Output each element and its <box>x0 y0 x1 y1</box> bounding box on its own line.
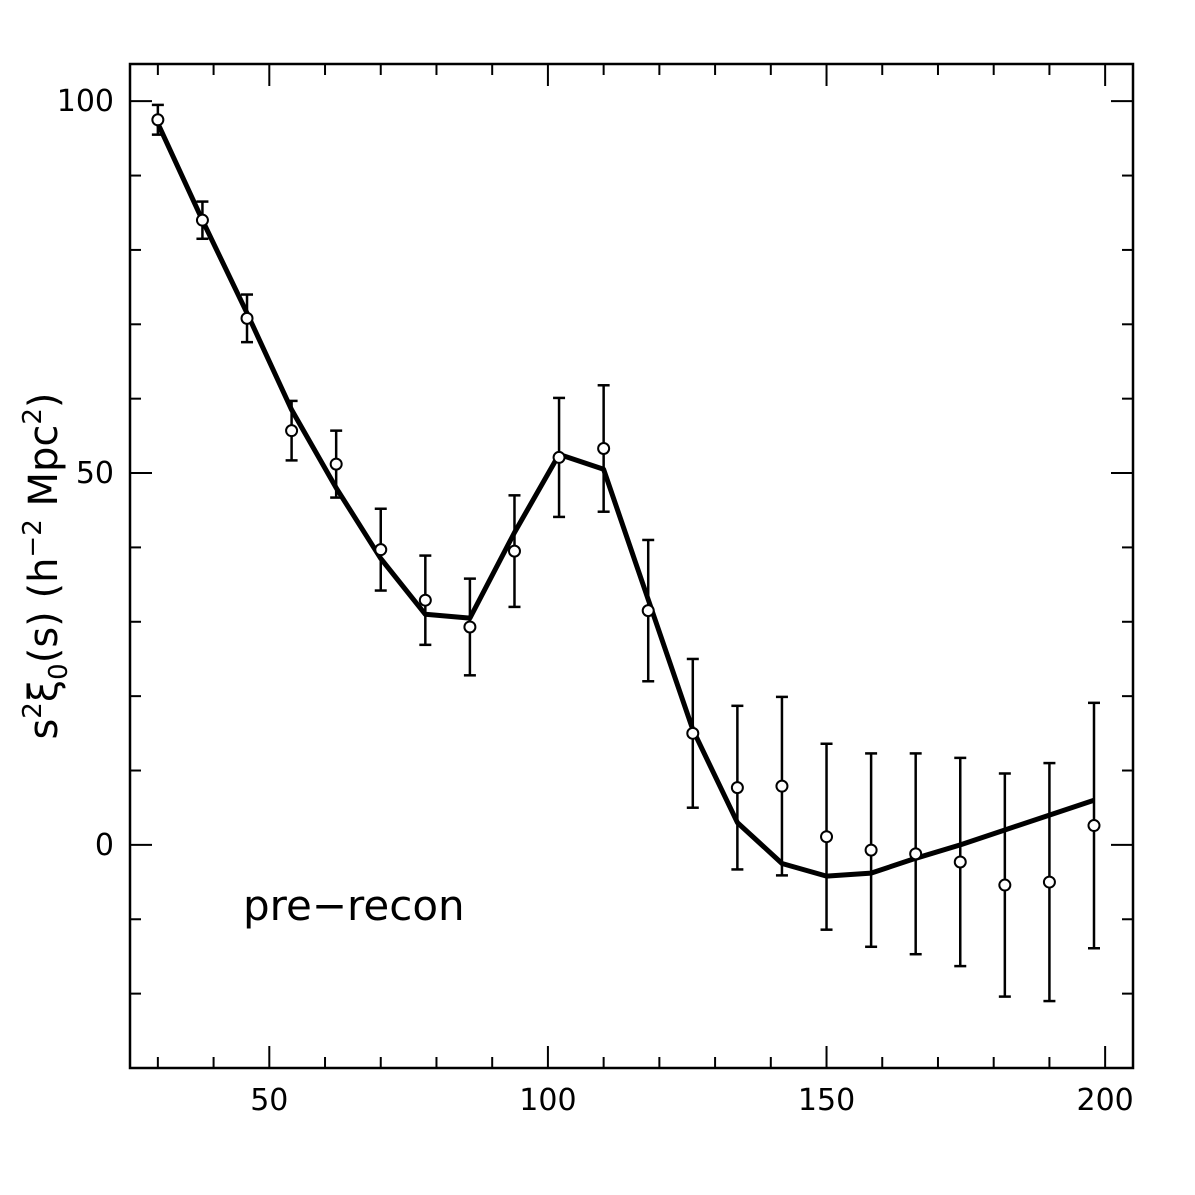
y-tick-label: 0 <box>95 828 114 863</box>
ylabel-unit: Mpc <box>21 425 67 520</box>
data-point <box>463 620 477 634</box>
data-point <box>1042 875 1056 889</box>
data-point <box>730 781 744 795</box>
data-point <box>998 878 1012 892</box>
data-point <box>641 604 655 618</box>
data-point <box>909 847 923 861</box>
ylabel-sub: 0 <box>44 663 74 680</box>
data-point <box>507 544 521 558</box>
x-tick-label: 200 <box>1077 1083 1134 1118</box>
data-point <box>552 450 566 464</box>
axis-ticks <box>130 64 1133 1068</box>
x-tick-label: 150 <box>798 1083 855 1118</box>
ylabel-unit-exp: 2 <box>18 408 48 425</box>
data-points <box>151 113 1101 892</box>
x-tick-label: 50 <box>250 1083 288 1118</box>
ylabel-sup: 2 <box>18 702 48 719</box>
data-point <box>329 457 343 471</box>
y-tick-label: 100 <box>57 84 114 119</box>
x-tick-label: 100 <box>519 1083 576 1118</box>
data-point <box>597 441 611 455</box>
data-point <box>686 726 700 740</box>
ylabel-close: ) <box>21 392 67 408</box>
model-line-series <box>155 122 1095 879</box>
ylabel-exp: −2 <box>18 519 48 557</box>
x-tick-labels: 50 100 150 200 <box>250 1083 1134 1118</box>
data-point <box>285 424 299 438</box>
y-axis-label: s2ξ0(s) (h−2 Mpc2) <box>18 392 74 739</box>
ylabel-s: s <box>21 719 67 740</box>
data-point <box>195 213 209 227</box>
data-point <box>953 855 967 869</box>
data-point <box>374 543 388 557</box>
data-point <box>151 113 165 127</box>
data-point <box>864 843 878 857</box>
data-point <box>820 830 834 844</box>
ylabel-after: (s) (h <box>21 558 67 664</box>
data-point <box>1087 819 1101 833</box>
annotation-pre-recon: pre−recon <box>243 881 465 930</box>
ylabel-xi: ξ <box>21 680 67 702</box>
plot-frame <box>128 62 1135 1070</box>
y-tick-label: 50 <box>76 456 114 491</box>
model-line <box>155 122 1095 879</box>
y-tick-labels: 0 50 100 <box>57 84 114 863</box>
data-point <box>418 593 432 607</box>
data-point <box>775 779 789 793</box>
data-point <box>240 311 254 325</box>
